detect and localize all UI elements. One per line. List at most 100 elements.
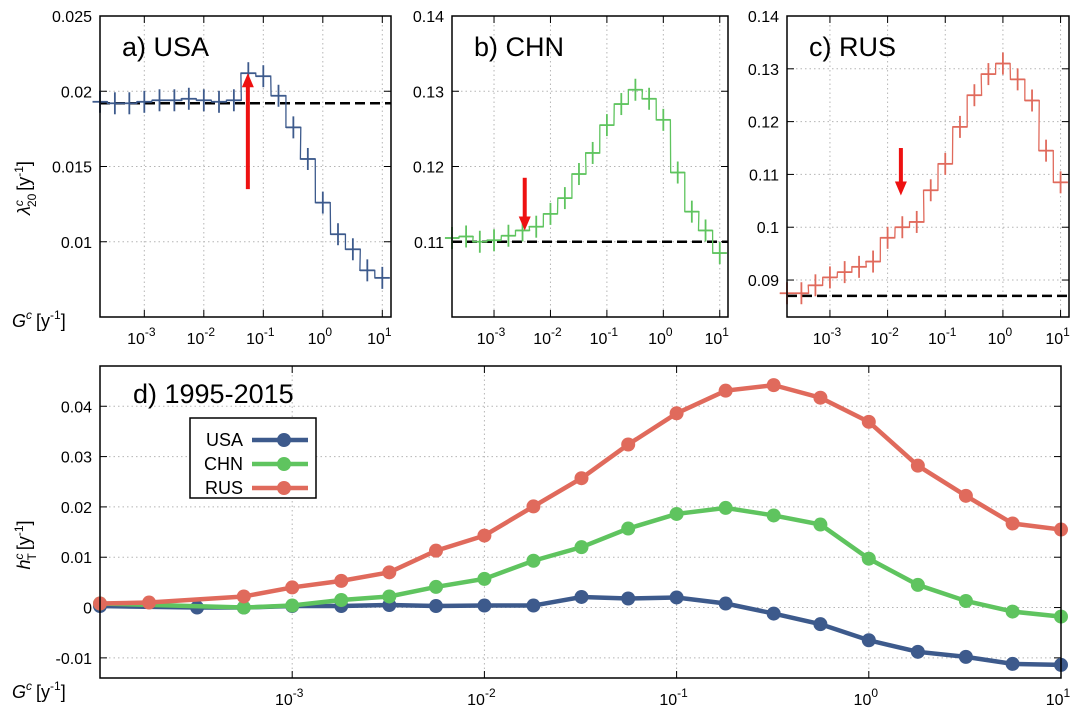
- x-axis-label-bottom: Gc [y-1]: [12, 679, 66, 702]
- x-tick-label: 101: [367, 325, 392, 348]
- marker-usa: [910, 644, 925, 659]
- marker-chn: [526, 553, 541, 568]
- x-tick-label: 100: [308, 325, 333, 348]
- marker-rus: [142, 595, 157, 610]
- xlabel-top-unit: [y: [36, 311, 50, 331]
- marker-usa: [718, 596, 733, 611]
- plot-frame: [786, 15, 1070, 318]
- x-tick-label: 10-3: [127, 325, 156, 348]
- marker-chn: [718, 500, 733, 515]
- marker-chn: [669, 506, 684, 521]
- marker-chn: [910, 577, 925, 592]
- ylabel-a-unit: [y: [14, 177, 34, 191]
- marker-rus: [958, 488, 973, 503]
- y-axis-label-a: λc20 [y-1]: [12, 161, 39, 216]
- y-tick-label: 0.09: [748, 273, 779, 290]
- x-tick-label: 100: [988, 325, 1013, 348]
- y-tick-label: 0: [83, 601, 92, 618]
- marker-chn: [1005, 604, 1020, 619]
- legend: USA CHN RUS: [189, 417, 317, 499]
- x-tick-label: 100: [648, 325, 673, 348]
- marker-usa: [429, 599, 444, 614]
- ylabel-d-unit-exp: -1: [12, 525, 26, 536]
- marker-usa: [766, 606, 781, 621]
- legend-label-rus: RUS: [205, 478, 243, 498]
- panel-title: b) CHN: [474, 32, 564, 62]
- panel-title: a) USA: [122, 32, 209, 62]
- y-tick-label: 0.1: [757, 220, 779, 237]
- x-tick-label: 10-2: [870, 325, 899, 348]
- legend-label-usa: USA: [206, 430, 243, 450]
- x-tick-label: 10-1: [590, 325, 619, 348]
- ylabel-a-sup: c: [12, 200, 26, 206]
- y-tick-label: 0.01: [61, 235, 92, 252]
- marker-rus: [526, 499, 541, 514]
- x-tick-label: 10-1: [928, 325, 957, 348]
- marker-rus: [285, 580, 300, 595]
- y-tick-label: 0.12: [748, 115, 779, 132]
- marker-chn: [574, 540, 589, 555]
- xlabel-bottom-symbol: G: [12, 682, 26, 702]
- svg-text:Gc[y-1]: Gc [y-1]: [12, 308, 66, 331]
- marker-usa: [669, 590, 684, 605]
- y-tick-label: 0.03: [61, 450, 92, 467]
- x-axis-label-top: Gc [y-1]: [12, 308, 66, 331]
- y-tick-label: 0.13: [413, 84, 444, 101]
- ylabel-a-sub: 20: [25, 193, 39, 207]
- ylabel-d-sup: c: [12, 554, 26, 560]
- x-tick-label: 10-1: [659, 686, 688, 708]
- panel-b-chn-chart: 10-3 10-2 10-1 100 101 0.11 0.12 0.13 0.14 b) CHN: [413, 9, 729, 348]
- marker-usa: [813, 617, 828, 632]
- plot-frame: [99, 15, 392, 318]
- x-tick-label: 101: [1045, 325, 1070, 348]
- marker-chn: [766, 508, 781, 523]
- marker-chn: [813, 517, 828, 532]
- plot-frame: [99, 365, 1062, 679]
- x-tick-label: 10-3: [813, 325, 842, 348]
- marker-chn: [382, 589, 397, 604]
- panel-title: c) RUS: [809, 32, 896, 62]
- x-tick-label: 10-2: [467, 686, 496, 708]
- legend-marker-rus: [277, 481, 291, 495]
- xlabel-bottom-unit: [y: [36, 682, 50, 702]
- marker-rus: [1005, 516, 1020, 531]
- marker-usa: [477, 598, 492, 613]
- legend-label-chn: CHN: [204, 454, 243, 474]
- xlabel-bottom-unit-exp: -1: [50, 679, 61, 693]
- y-tick-label: 0.015: [52, 160, 92, 177]
- marker-chn: [334, 593, 349, 607]
- legend-box: [189, 417, 317, 499]
- series-step-line: [779, 62, 1068, 294]
- marker-chn: [285, 598, 300, 613]
- marker-usa: [621, 591, 636, 606]
- ylabel-a-unit-exp: -1: [12, 166, 26, 177]
- xlabel-bottom-sup: c: [26, 679, 32, 693]
- legend-marker-usa: [277, 433, 291, 447]
- xlabel-top-symbol: G: [12, 311, 26, 331]
- ylabel-a-symbol: λ: [14, 206, 34, 216]
- y-tick-label: 0.11: [749, 167, 779, 184]
- panel-title: d) 1995-2015: [133, 379, 294, 409]
- marker-usa: [958, 649, 973, 664]
- xlabel-top-sup: c: [26, 308, 32, 322]
- marker-rus: [574, 471, 589, 486]
- marker-rus: [813, 390, 828, 405]
- x-tick-label: 10-1: [246, 325, 275, 348]
- marker-rus: [334, 573, 349, 588]
- panel-d-ht-chart: 10-3 10-2 10-1 100 101 -0.01 0 0.01 0.02 0.03 0.04…: [56, 365, 1071, 708]
- marker-chn: [236, 600, 251, 615]
- marker-usa: [1005, 656, 1020, 671]
- series-line-rus: [99, 382, 1062, 606]
- marker-chn: [477, 571, 492, 586]
- y-tick-label: 0.11: [414, 235, 444, 252]
- arrow-head: [518, 216, 531, 231]
- arrow-head: [894, 181, 907, 196]
- marker-rus: [669, 406, 684, 421]
- marker-usa: [526, 598, 541, 613]
- y-tick-label: 0.02: [61, 500, 92, 517]
- ylabel-d-sub: T: [25, 553, 39, 561]
- y-tick-label: 0.025: [52, 9, 92, 26]
- legend-marker-chn: [277, 457, 291, 471]
- x-tick-label: 101: [1046, 686, 1071, 708]
